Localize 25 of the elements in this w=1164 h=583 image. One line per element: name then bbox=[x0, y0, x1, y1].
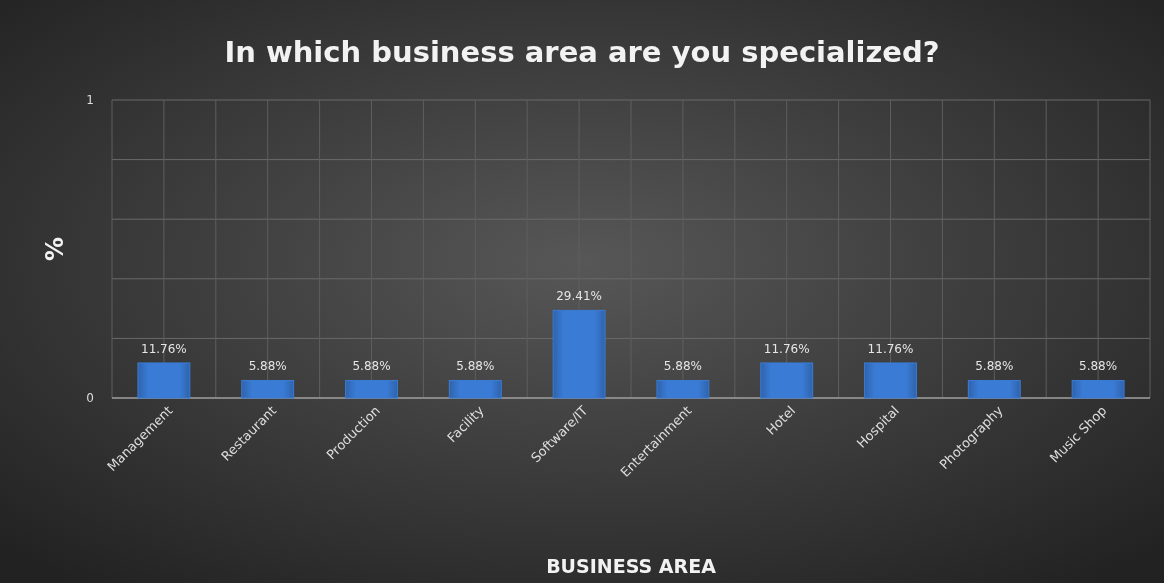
data-label: 5.88% bbox=[248, 359, 287, 374]
data-label: 5.88% bbox=[352, 359, 391, 374]
y-tick-label: 1 bbox=[86, 93, 94, 108]
x-axis-title: BUSINESS AREA bbox=[546, 555, 717, 577]
data-label: 5.88% bbox=[975, 359, 1014, 374]
bar bbox=[345, 379, 398, 399]
chart-title: In which business area are you specialized? bbox=[224, 35, 940, 69]
data-label: 11.76% bbox=[867, 341, 914, 356]
data-label: 11.76% bbox=[763, 341, 810, 356]
data-label: 11.76% bbox=[141, 341, 187, 356]
data-label: 29.41% bbox=[556, 289, 602, 304]
bar bbox=[760, 362, 814, 399]
data-label: 5.88% bbox=[663, 359, 702, 374]
bar bbox=[967, 379, 1021, 399]
y-tick-label: 0 bbox=[86, 391, 94, 406]
y-axis-title: % bbox=[41, 236, 69, 262]
bar bbox=[552, 309, 606, 399]
bar bbox=[1071, 379, 1125, 399]
data-label: 5.88% bbox=[456, 359, 495, 374]
data-label: 5.88% bbox=[1079, 359, 1118, 374]
bar bbox=[241, 379, 295, 399]
bar bbox=[448, 379, 502, 399]
bar bbox=[656, 379, 710, 399]
bar bbox=[864, 362, 917, 399]
bar bbox=[137, 362, 191, 399]
